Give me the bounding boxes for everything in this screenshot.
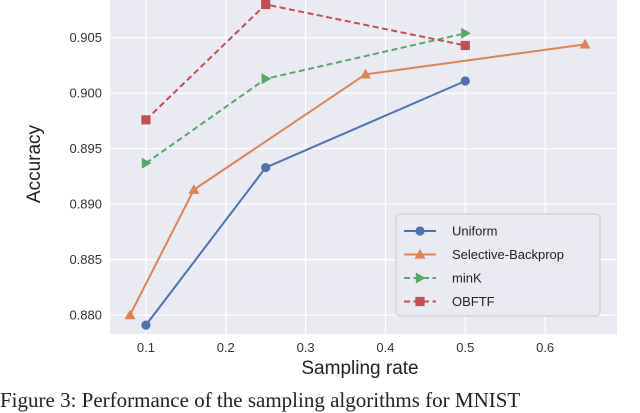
point-uniform [460,76,470,86]
x-tick-label: 0.1 [137,340,155,355]
y-tick-label: 0.895 [69,141,102,156]
point-obftf [261,0,271,10]
legend-label-selective-backprop: Selective-Backprop [452,247,564,262]
legend-label-uniform: Uniform [452,224,498,239]
chart: 0.1 0.2 0.3 0.4 0.5 0.6 0.8800.8850.8900.8950… [24,0,617,379]
y-tick-label: 0.890 [69,197,102,212]
y-tick-label: 0.900 [69,86,102,101]
legend-label-obftf: OBFTF [452,294,495,309]
legend-box [395,213,601,317]
legend-label-mink: minK [452,271,482,286]
x-tick-label: 0.4 [376,340,394,355]
legend-marker-mink [415,272,426,284]
point-obftf [460,40,470,51]
point-uniform [141,320,151,330]
point-obftf [141,115,151,125]
series-markers [124,0,591,330]
legend-marker-uniform [415,226,425,236]
x-tick-label: 0.5 [456,340,474,355]
series-line-selective-backprop [129,43,586,316]
point-uniform [261,162,271,173]
figure-caption: Figure 3: Performance of the sampling al… [0,388,521,412]
legend-marker-selective-backprop [414,248,426,259]
y-tick-label: 0.880 [69,308,102,323]
x-tick-label: 0.3 [297,340,315,355]
x-tick-labels: 0.1 0.2 0.3 0.4 0.5 0.6 [137,340,554,355]
y-axis-label: Accuracy [24,124,45,203]
y-tick-label: 0.885 [69,252,102,267]
point-selective-backprop [359,68,372,79]
x-tick-label: 0.2 [217,340,235,355]
y-tick-label: 0.905 [69,30,102,45]
point-selective-backprop [124,309,136,320]
point-selective-backprop [579,38,591,49]
point-mink [141,157,152,169]
point-mink [461,27,471,39]
x-axis-label: Sampling rate [301,358,418,379]
legend: Uniform Selective-Backprop minK OBFTF [395,213,601,317]
point-selective-backprop [188,184,200,194]
y-tick-labels: 0.880 0.885 0.890 0.895 0.900 0.905 [69,30,102,322]
x-tick-label: 0.6 [536,340,554,355]
point-mink [261,73,272,85]
legend-marker-obftf [415,296,425,307]
